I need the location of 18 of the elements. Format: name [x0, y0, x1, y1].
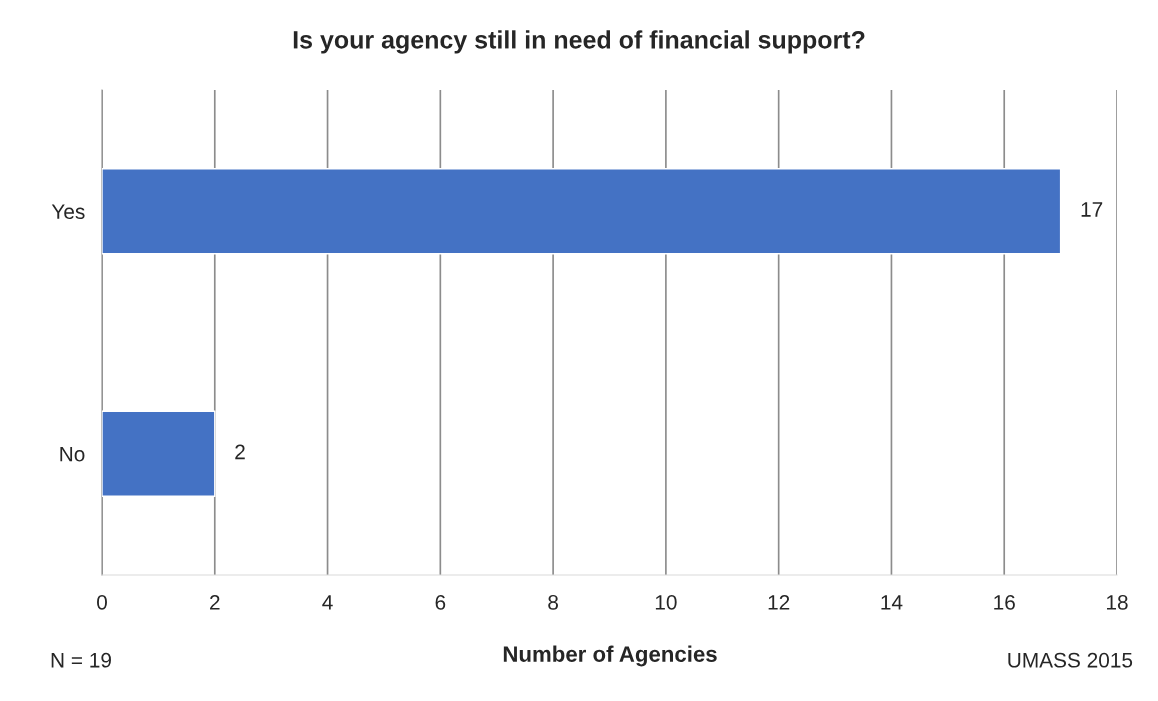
x-axis-title: Number of Agencies: [503, 645, 717, 667]
data-label: 2: [235, 444, 245, 460]
x-tick-label: 10: [655, 594, 677, 610]
y-tick-label: Yes: [51, 204, 85, 219]
x-tick-label: 0: [97, 594, 107, 610]
data-label: 17: [1081, 202, 1103, 217]
x-tick-label: 2: [210, 594, 220, 610]
x-tick-label: 14: [881, 595, 903, 610]
text: UMASS 2015: [1008, 652, 1133, 668]
x-tick-label: 8: [548, 594, 558, 610]
x-tick-label: 4: [322, 595, 333, 610]
x-tick-label: 12: [768, 594, 790, 610]
chart-title: Is your agency still in need of financial support?: [293, 30, 865, 54]
x-tick-label: 18: [1107, 594, 1128, 610]
x-tick-label: 16: [994, 594, 1015, 610]
x-tick-label: 6: [435, 594, 446, 610]
y-tick-label: No: [60, 446, 85, 462]
text: N = 19: [51, 652, 111, 668]
